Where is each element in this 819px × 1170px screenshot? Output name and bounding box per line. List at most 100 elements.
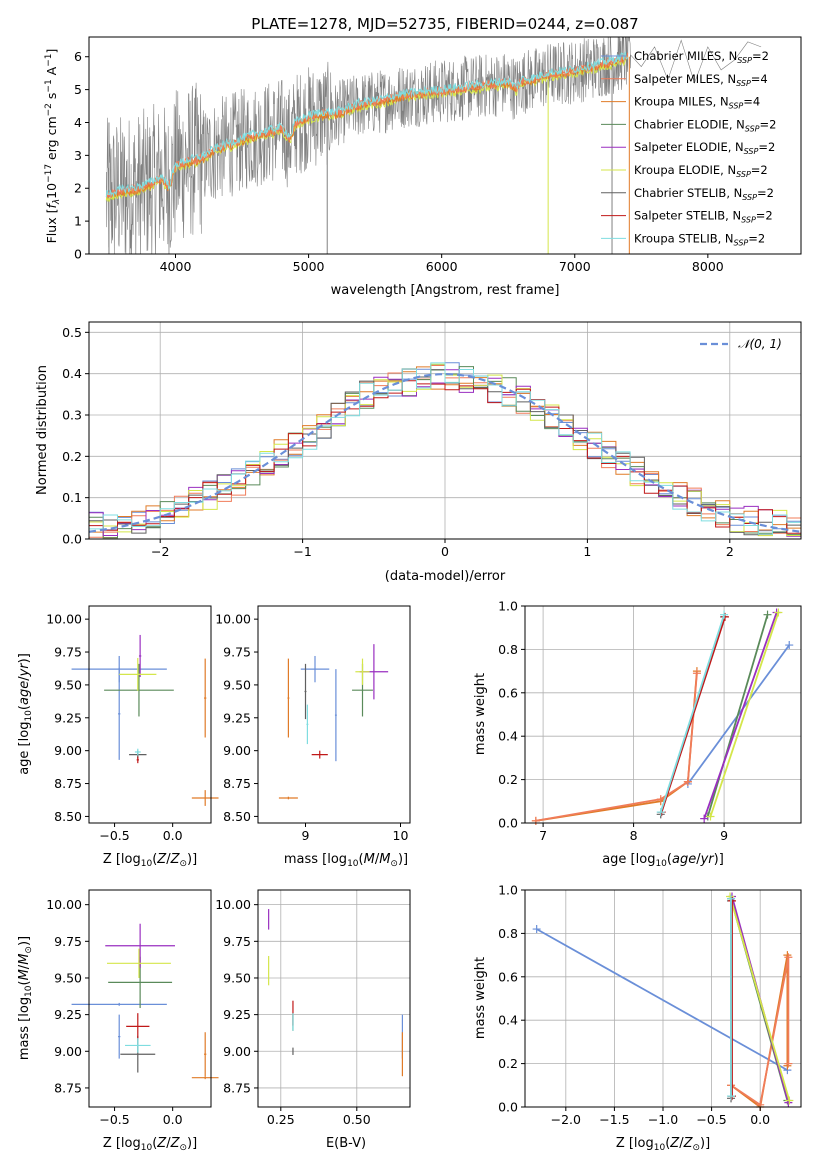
series-point-kroupa_stelib xyxy=(656,808,665,817)
age_vs_mass-xtick-label: 9 xyxy=(302,828,310,843)
series-point-salpeter_miles xyxy=(784,1059,793,1068)
mass_vs_ebv-ytick-label: 8.75 xyxy=(223,1080,251,1095)
weight-vs-z-xlabel: Z [log10(Z/Z⊙)] xyxy=(616,1136,710,1153)
weight-vs-age-ylabel: mass weight xyxy=(473,673,488,755)
spectrum-ytick-label: 6 xyxy=(74,49,82,64)
series-point-kroupa_elodie xyxy=(706,812,715,821)
mass_vs_ebv-ytick-label: 9.25 xyxy=(223,1007,251,1022)
mass-vs-ebv-panel: 0.25 0.50 8.75 9.00 9.25 9.50 9.75 10.00 E(B-V) xyxy=(215,889,411,1151)
weight-vs-age-xlabel: age [log10(age/yr)] xyxy=(602,852,724,869)
mass-vs-z-xlabel: Z [log10(Z/Z⊙)] xyxy=(103,1136,197,1153)
model-kroupa_stelib xyxy=(105,51,629,198)
age_vs_mass-ytick-label: 10.00 xyxy=(215,612,251,627)
spectrum-ytick-label: 1 xyxy=(74,214,82,229)
series-line-kroupa_elodie xyxy=(729,896,791,1101)
weight_vs_z-ytick-label: 0.2 xyxy=(498,1056,518,1071)
series-line-kroupa_elodie xyxy=(709,612,780,817)
residuals-xtick-label: 1 xyxy=(583,544,591,559)
weight_vs_age-ytick-label: 0.6 xyxy=(498,685,518,700)
age_vs_z-ytick-label: 8.75 xyxy=(54,776,82,791)
mass-vs-ebv-xlabel: E(B-V) xyxy=(326,1136,366,1151)
spectrum-xlabel: wavelength [Angstrom, rest frame] xyxy=(331,283,560,298)
weight_vs_age-ytick-label: 0.4 xyxy=(498,729,518,744)
legend-entry: Salpeter MILES, NSSP=4 xyxy=(634,72,768,88)
mass_vs_z-ytick-label: 9.00 xyxy=(54,1044,82,1059)
series-line-chabrier_elodie xyxy=(706,614,769,817)
series-point-chabrier_miles xyxy=(785,641,794,650)
residuals-xtick-label: 0 xyxy=(441,544,449,559)
age_vs_z-ytick-label: 9.25 xyxy=(54,710,82,725)
residuals-ytick-label: 0.0 xyxy=(62,532,82,547)
series-point-chabrier_miles xyxy=(532,925,541,934)
series-line-salpeter_elodie xyxy=(703,612,778,819)
age_vs_mass-ytick-label: 9.00 xyxy=(223,743,251,758)
mass_vs_ebv-ytick-label: 9.75 xyxy=(223,934,251,949)
age_vs_mass-xtick-label: 10 xyxy=(393,828,409,843)
weight_vs_z-xtick-label: −2.0 xyxy=(551,1112,581,1127)
series-line-salpeter_miles xyxy=(730,957,790,1107)
spectrum-data-line xyxy=(106,37,762,254)
weight_vs_z-xtick-label: −1.5 xyxy=(599,1112,629,1127)
age_vs_z-ytick-label: 10.00 xyxy=(46,612,82,627)
residuals-xlabel: (data-model)/error xyxy=(385,569,506,584)
age_vs_mass-ytick-label: 9.75 xyxy=(223,645,251,660)
mass-vs-z-errorbars xyxy=(71,923,219,1080)
spectrum-xtick-label: 7000 xyxy=(559,259,591,274)
spectrum-ytick-label: 4 xyxy=(74,115,82,130)
legend-entry: Chabrier MILES, NSSP=2 xyxy=(634,49,769,65)
legend-entry: Kroupa ELODIE, NSSP=2 xyxy=(634,163,768,179)
histogram-salpeter_stelib xyxy=(89,380,801,534)
spectrum-xtick-label: 4000 xyxy=(160,259,192,274)
weight-vs-z-ylabel: mass weight xyxy=(473,957,488,1039)
age_vs_mass-ytick-label: 8.50 xyxy=(223,809,251,824)
age-vs-mass-errorbars xyxy=(278,644,389,800)
spectrum-ytick-label: 2 xyxy=(74,181,82,196)
age-vs-mass-xlabel: mass [log10(M/M⊙)] xyxy=(284,852,408,869)
mass-vs-ebv-errorbars xyxy=(268,909,403,1077)
observed-spectrum xyxy=(106,37,762,254)
spectrum-legend: Chabrier MILES, NSSP=2 Salpeter MILES, NS… xyxy=(601,49,776,247)
weight_vs_age-xtick-label: 7 xyxy=(539,828,547,843)
mass_vs_z-ytick-label: 8.75 xyxy=(54,1080,82,1095)
series-point-kroupa_stelib xyxy=(727,1092,736,1101)
residuals-panel: −2 −1 0 1 2 0.0 0.1 0.2 0.3 0.4 0.5 𝒩(0, 1) (data-… xyxy=(35,321,802,584)
histogram-kroupa_stelib xyxy=(89,362,801,535)
mass-vs-z-panel: −0.5 0.0 8.75 9.00 9.25 9.50 9.75 10.00 Z [log1… xyxy=(17,889,219,1153)
spectrum-ylabel: Flux [fλ10−17 erg cm−2 s−1 A−1] xyxy=(44,49,62,244)
weight_vs_z-ytick-label: 0.8 xyxy=(498,926,518,941)
age-vs-mass-panel: 9 10 8.50 8.75 9.00 9.25 9.50 9.75 10.00 mass [l… xyxy=(215,605,411,869)
residuals-xtick-label: −2 xyxy=(151,544,169,559)
age_vs_z-ytick-label: 9.00 xyxy=(54,743,82,758)
weight-vs-z-panel: −2.0 −1.5 −1.0 −0.5 0.0 0.0 0.2 0.4 0.6 0.8 1.0 Z … xyxy=(473,883,802,1153)
spectrum-xtick-label: 8000 xyxy=(692,259,724,274)
weight_vs_age-ytick-label: 0.0 xyxy=(498,816,518,831)
series-point-salpeter_miles xyxy=(683,777,692,786)
age_vs_z-xtick-label: −0.5 xyxy=(99,828,129,843)
residuals-xtick-label: 2 xyxy=(726,544,734,559)
residuals-ytick-label: 0.1 xyxy=(62,490,82,505)
legend-entry: Kroupa MILES, NSSP=4 xyxy=(634,95,760,111)
spectrum-xtick-label: 5000 xyxy=(293,259,325,274)
weight_vs_age-xtick-label: 9 xyxy=(720,828,728,843)
spectrum-model-lines xyxy=(105,51,629,203)
residuals-legend: 𝒩(0, 1) xyxy=(700,337,782,351)
series-point-salpeter_miles xyxy=(656,795,665,804)
age_vs_mass-ytick-label: 9.50 xyxy=(223,677,251,692)
mass_vs_ebv-xtick-label: 0.50 xyxy=(343,1112,371,1127)
weight_vs_age-ytick-label: 1.0 xyxy=(498,599,518,614)
gaussian-legend-label: 𝒩(0, 1) xyxy=(738,337,782,351)
mass_vs_ebv-ytick-label: 10.00 xyxy=(215,897,251,912)
age-vs-z-xlabel: Z [log10(Z/Z⊙)] xyxy=(103,852,197,869)
series-point-kroupa_stelib xyxy=(727,894,736,903)
weight_vs_age-ytick-label: 0.2 xyxy=(498,772,518,787)
figure-title: PLATE=1278, MJD=52735, FIBERID=0244, z=0… xyxy=(251,15,638,33)
weight-vs-age-lines xyxy=(531,608,794,825)
residuals-ytick-label: 0.2 xyxy=(62,449,82,464)
series-point-chabrier_elodie xyxy=(763,610,772,619)
residuals-ylabel: Normed distribution xyxy=(35,365,50,495)
spectrum-ytick-label: 5 xyxy=(74,82,82,97)
age_vs_mass-ytick-label: 8.75 xyxy=(223,776,251,791)
weight_vs_z-ytick-label: 0.0 xyxy=(498,1100,518,1115)
spectrum-ytick-label: 0 xyxy=(74,247,82,262)
legend-entry: Kroupa STELIB, NSSP=2 xyxy=(634,231,765,247)
